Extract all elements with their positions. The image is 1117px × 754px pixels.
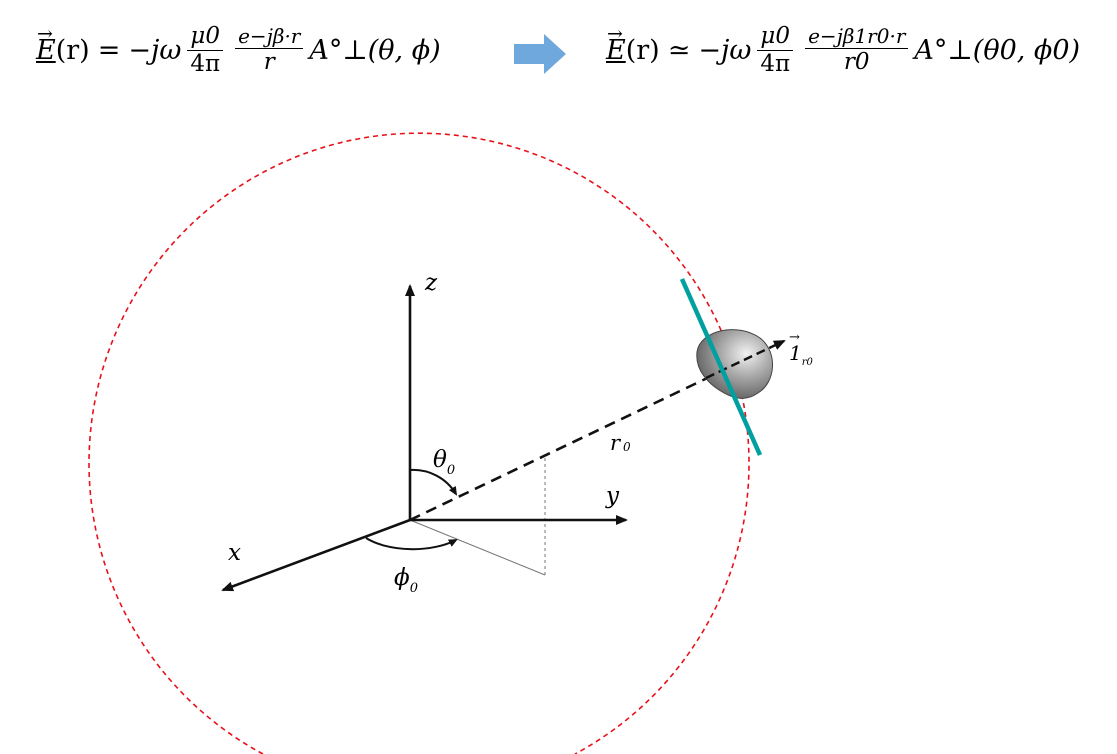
- phi-label: ϕ0: [394, 565, 418, 596]
- vector-potential-term: A°⊥(θ0, ϕ0): [914, 34, 1081, 66]
- field-symbol: E: [36, 23, 56, 66]
- fraction-numerator: μ0: [187, 23, 224, 51]
- tangent-plane: [679, 278, 763, 456]
- green-function-fraction: e−jβ1r0·r r0: [805, 24, 909, 75]
- field-symbol: E: [606, 23, 626, 66]
- x-axis-label: x: [228, 540, 241, 566]
- equation-left: E (r) = −jω μ0 4π e−jβ·r r A°⊥(θ, ϕ): [36, 2, 441, 98]
- theta-label: θ0: [433, 447, 455, 478]
- approx-sign: ≃: [667, 34, 691, 66]
- arrow-right-icon: [514, 34, 566, 74]
- y-axis-label: y: [605, 483, 620, 509]
- projection-line: [409, 519, 546, 576]
- implication-arrow: [514, 34, 566, 78]
- unit-vector-label: 1r0: [789, 341, 814, 368]
- x-axis: [221, 518, 411, 592]
- phi-arc: [365, 537, 458, 551]
- field-argument: (r): [625, 34, 660, 66]
- prefix-term: −jω: [698, 34, 752, 66]
- theta-arc: [409, 468, 458, 496]
- prefix-term: −jω: [128, 34, 182, 66]
- equation-right: E (r) ≃ −jω μ0 4π e−jβ1r0·r r0 A°⊥(θ0, ϕ…: [606, 2, 1080, 98]
- fraction-numerator: μ0: [757, 23, 794, 51]
- vector-potential-term: A°⊥(θ, ϕ): [309, 34, 441, 66]
- field-argument: (r): [55, 34, 90, 66]
- unit-vector-arrow: [705, 339, 786, 380]
- equals-sign: =: [97, 34, 121, 66]
- far-field-sphere: [88, 132, 750, 754]
- mu-over-4pi-fraction: μ0 4π: [757, 23, 794, 77]
- mu-over-4pi-fraction: μ0 4π: [187, 23, 224, 77]
- exponential-numerator: e−jβ·r: [235, 24, 304, 49]
- exponential-numerator: e−jβ1r0·r: [805, 24, 909, 49]
- unit-vector-arrow-glyph: →: [789, 330, 800, 345]
- fraction-denominator: 4π: [760, 50, 791, 77]
- green-function-fraction: e−jβ·r r: [235, 24, 304, 75]
- z-axis-label: z: [424, 270, 438, 296]
- distance-denominator: r0: [843, 48, 870, 75]
- radius-line: [409, 358, 746, 522]
- distance-denominator: r: [263, 48, 275, 75]
- fraction-denominator: 4π: [190, 50, 221, 77]
